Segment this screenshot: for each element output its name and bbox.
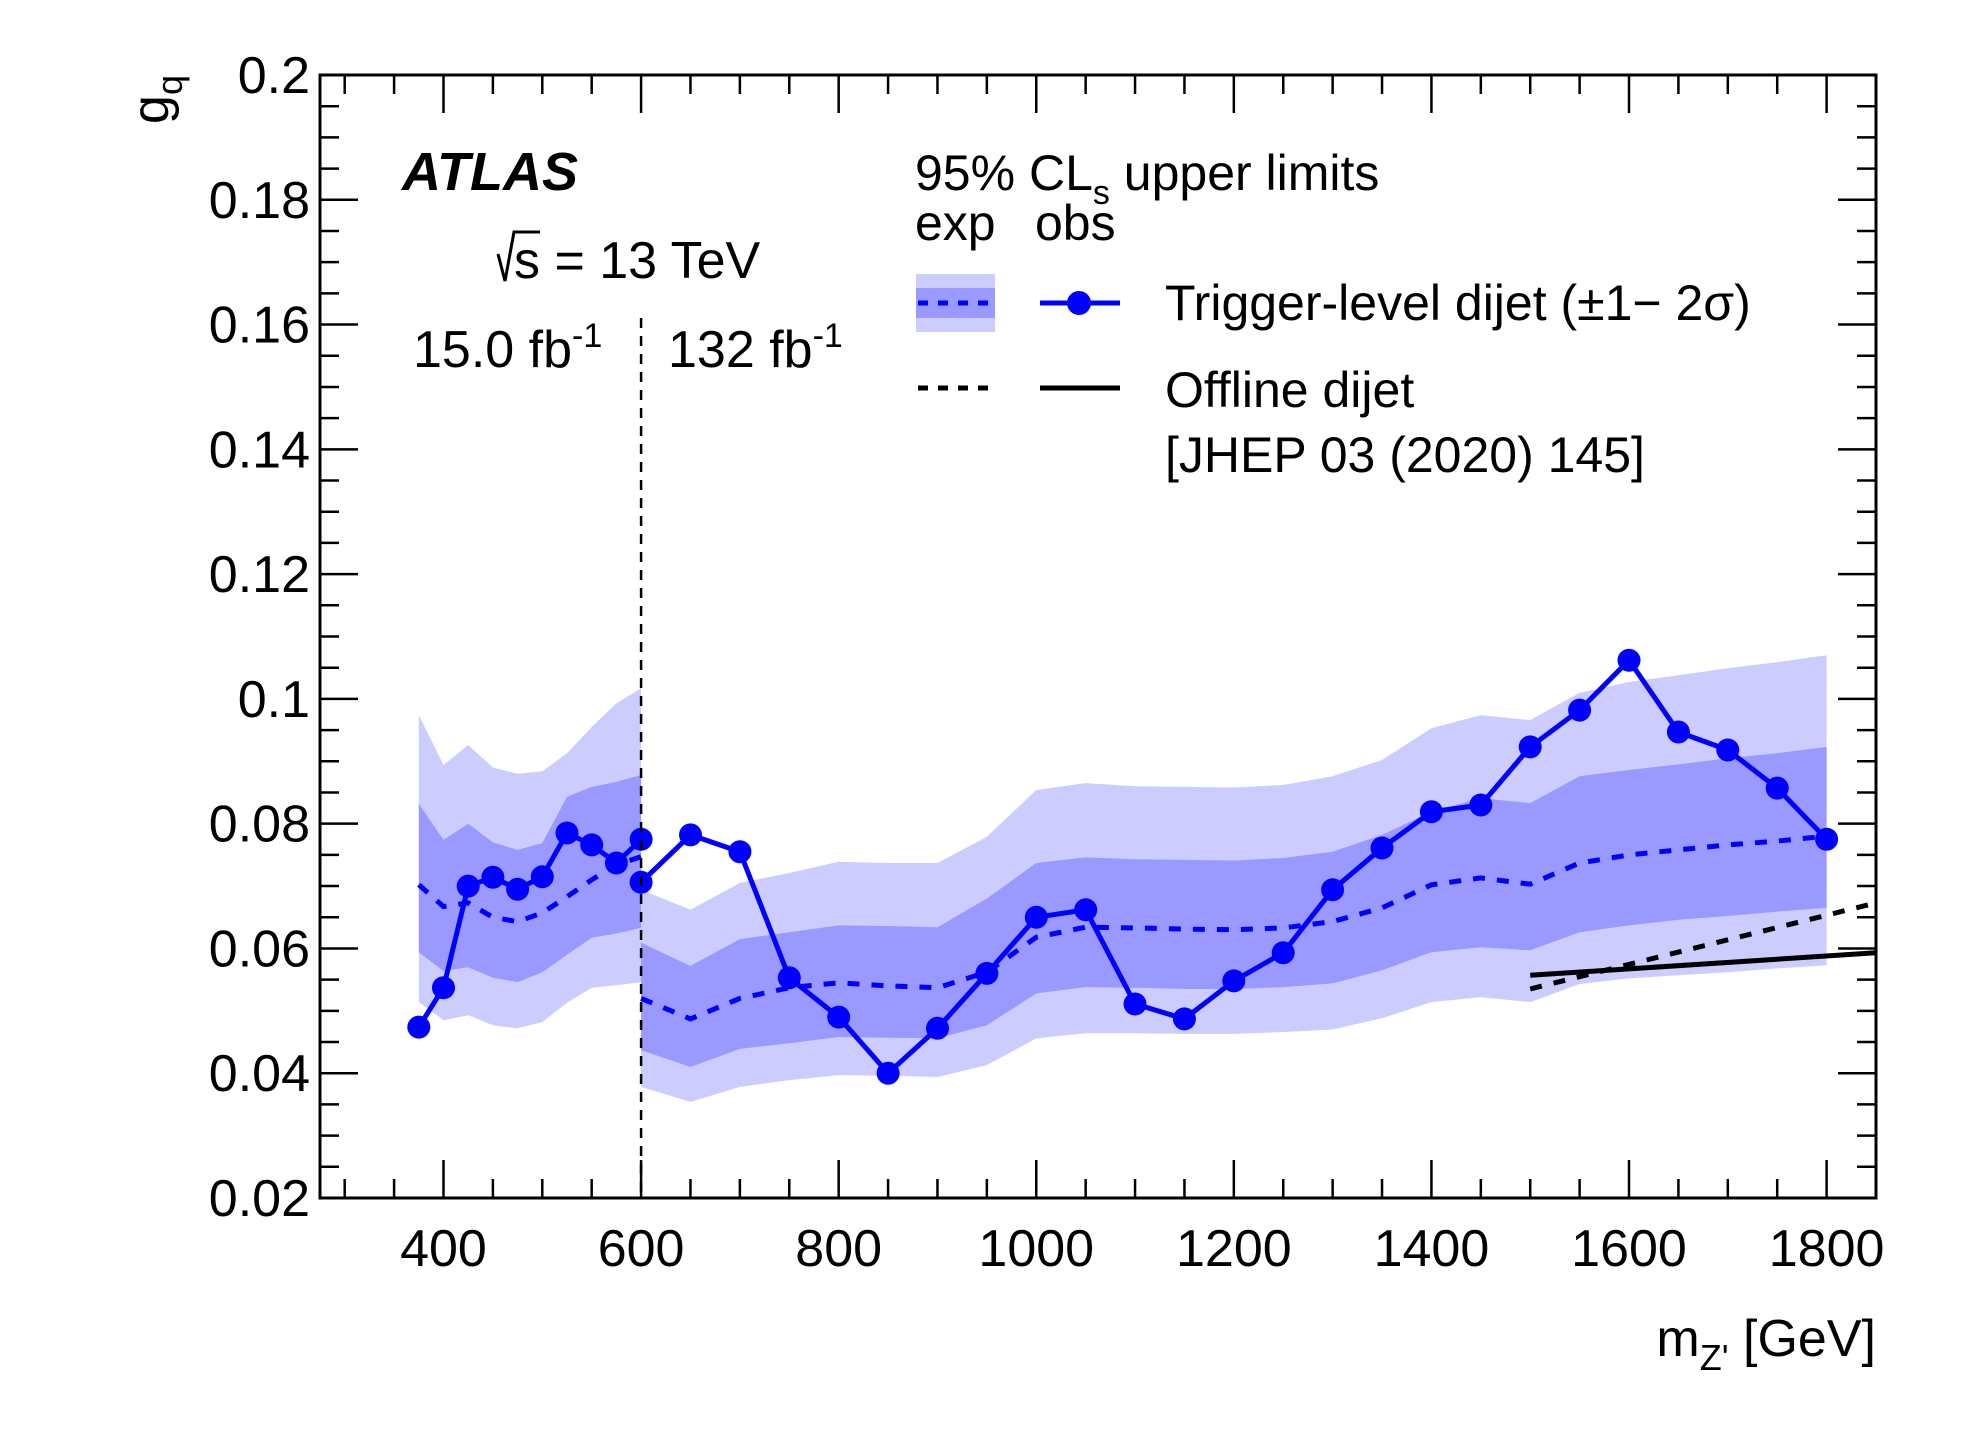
lumi-right-label: 132 fb-1 xyxy=(668,317,843,379)
observed-point xyxy=(1518,735,1542,759)
observed-point xyxy=(679,823,702,847)
axis-ticks xyxy=(320,73,1878,1200)
x-axis-title-main: m xyxy=(1656,1310,1699,1368)
observed-point xyxy=(1765,776,1789,800)
observed-point xyxy=(432,976,455,1000)
y-axis-title-sub: q xyxy=(149,75,190,95)
expected-limit-line-0 xyxy=(417,854,642,925)
observed-point xyxy=(530,865,554,889)
x-tick-label: 1800 xyxy=(1769,1220,1885,1278)
legend-label-offline-ref: [JHEP 03 (2020) 145] xyxy=(1165,427,1645,483)
markers-layer xyxy=(407,648,1839,1085)
band-1sigma-0 xyxy=(418,775,642,983)
y-tick-label: 0.1 xyxy=(238,671,310,729)
y-tick-label: 0.04 xyxy=(209,1045,310,1103)
legend-header-sub: s xyxy=(1093,174,1110,212)
sqrt-symbol xyxy=(496,230,540,282)
observed-point xyxy=(1469,793,1493,817)
legend-entry-trigger: Trigger-level dijet (±1− 2σ) xyxy=(916,274,1751,332)
offline-observed-line xyxy=(1530,950,1876,978)
observed-point xyxy=(1024,905,1048,929)
x-axis-title: mZ' [GeV] xyxy=(1656,1310,1876,1378)
offline-expected-line xyxy=(1529,900,1876,992)
observed-point xyxy=(1815,827,1839,851)
x-tick-label: 1400 xyxy=(1374,1220,1490,1278)
observed-point xyxy=(1370,836,1394,860)
observed-point xyxy=(1568,698,1592,722)
lumi-left-sup: -1 xyxy=(572,317,602,355)
legend-col-exp: exp xyxy=(915,195,996,251)
legend: 95% CLs upper limits exp obs Trigger-lev… xyxy=(915,145,1751,483)
energy-label: s = 13 TeV xyxy=(496,230,761,290)
observed-point xyxy=(1666,720,1690,744)
x-axis-title-unit: [GeV] xyxy=(1729,1310,1876,1368)
observed-limit-line-2 xyxy=(416,829,643,1029)
axis-tick-labels: 400 600 800 1000 1200 1400 1600 1800 0.02 0.04 0.0… xyxy=(209,47,1885,1278)
observed-point xyxy=(1617,648,1641,672)
legend-header: 95% CLs upper limits xyxy=(915,145,1379,212)
lumi-right-value: 132 fb xyxy=(668,321,813,379)
energy-text: s = 13 TeV xyxy=(514,232,761,290)
atlas-label: ATLAS xyxy=(400,142,578,202)
observed-point xyxy=(1123,992,1147,1016)
x-tick-label: 400 xyxy=(400,1220,487,1278)
y-tick-label: 0.18 xyxy=(209,172,310,230)
legend-label-trigger: Trigger-level dijet (±1− 2σ) xyxy=(1165,275,1751,331)
lumi-right-sup: -1 xyxy=(813,317,843,355)
y-tick-label: 0.08 xyxy=(209,796,310,854)
observed-point xyxy=(456,874,480,898)
y-tick-label: 0.2 xyxy=(238,47,310,105)
observed-point xyxy=(407,1015,431,1039)
y-tick-label: 0.02 xyxy=(209,1170,310,1228)
x-tick-label: 1000 xyxy=(978,1220,1094,1278)
observed-point xyxy=(1419,800,1443,824)
observed-point xyxy=(926,1016,949,1040)
x-tick-label: 800 xyxy=(795,1220,882,1278)
legend-header-main: 95% CL xyxy=(915,145,1093,201)
observed-point xyxy=(1222,969,1246,993)
lumi-left-value: 15.0 fb xyxy=(413,321,572,379)
y-tick-label: 0.06 xyxy=(209,920,310,978)
observed-point xyxy=(629,827,653,851)
legend-col-obs: obs xyxy=(1035,195,1116,251)
x-tick-label: 1200 xyxy=(1176,1220,1292,1278)
band-1sigma-1 xyxy=(641,746,1827,1067)
observed-point xyxy=(777,966,801,990)
y-axis-title: gq xyxy=(122,75,190,124)
expected-bands-layer xyxy=(418,655,1827,1102)
observed-point xyxy=(1716,738,1740,762)
legend-entry-offline: Offline dijet [JHEP 03 (2020) 145] xyxy=(918,362,1645,483)
observed-point xyxy=(580,833,604,857)
y-tick-label: 0.12 xyxy=(209,546,310,604)
observed-point xyxy=(1321,878,1345,902)
observed-point xyxy=(728,840,752,864)
legend-obs-marker-blue xyxy=(1067,291,1091,315)
legend-label-offline: Offline dijet xyxy=(1165,362,1414,418)
legend-header-rest: upper limits xyxy=(1110,145,1380,201)
observed-point xyxy=(876,1061,900,1085)
observed-point xyxy=(975,961,999,985)
observed-point xyxy=(481,865,505,889)
energy-value: = 13 TeV xyxy=(540,232,761,290)
observed-point xyxy=(555,821,579,845)
x-axis-title-sub: Z' xyxy=(1700,1337,1729,1378)
x-tick-label: 1600 xyxy=(1571,1220,1687,1278)
energy-prefix: s xyxy=(514,232,540,290)
observed-point xyxy=(604,851,628,875)
y-tick-label: 0.16 xyxy=(209,297,310,355)
observed-point xyxy=(1172,1007,1196,1031)
observed-point xyxy=(1271,941,1295,965)
observed-point xyxy=(506,877,530,901)
lumi-left-label: 15.0 fb-1 xyxy=(413,317,602,379)
y-axis-title-main: g xyxy=(122,95,180,124)
x-tick-label: 600 xyxy=(598,1220,685,1278)
observed-point xyxy=(827,1005,851,1029)
observed-point xyxy=(1074,898,1098,922)
y-tick-label: 0.14 xyxy=(209,421,310,479)
